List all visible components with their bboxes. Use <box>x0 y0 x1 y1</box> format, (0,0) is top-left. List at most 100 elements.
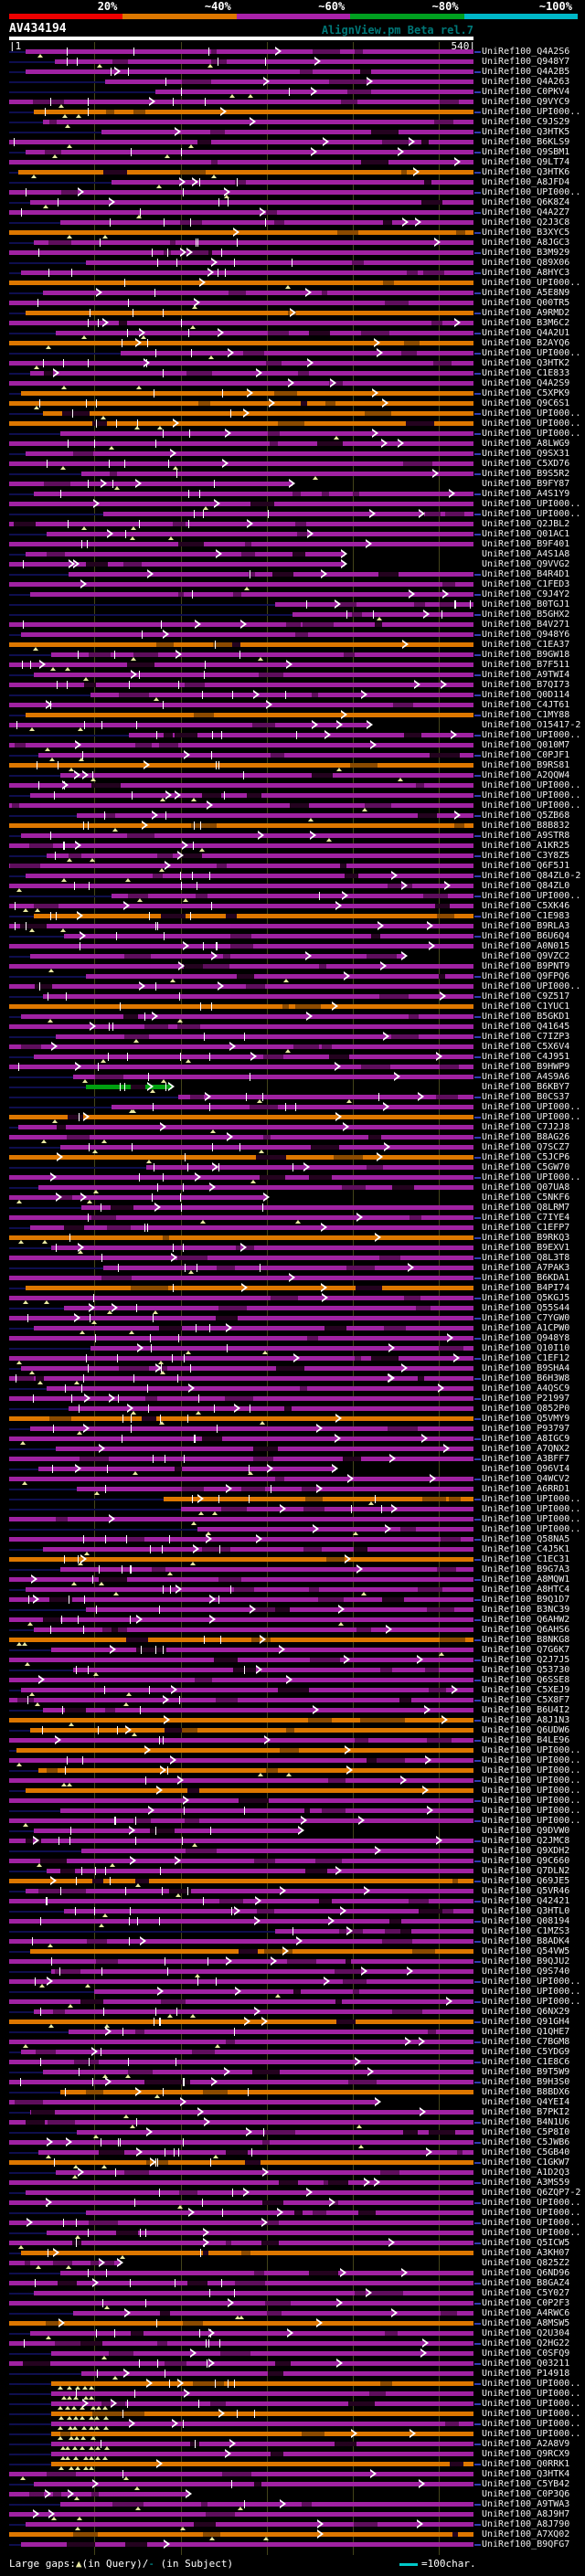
hit-id-link[interactable]: UniRef100_A8LWG9 <box>482 439 570 449</box>
hit-id-link[interactable]: UniRef100_A8J1N3 <box>482 1715 570 1725</box>
hit-id-link[interactable]: UniRef100_B4PI74 <box>482 1283 570 1293</box>
hit-id-link[interactable]: UniRef100_A8HTC4 <box>482 1585 570 1595</box>
hit-id-link[interactable]: UniRef100_Q3HTK4 <box>482 2469 570 2479</box>
hit-id-link[interactable]: UniRef100_A8MQW1 <box>482 1574 570 1585</box>
hit-id-link[interactable]: UniRef100_Q2JMC8 <box>482 1836 570 1846</box>
hit-id-link[interactable]: UniRef100_B8GAZ4 <box>482 2278 570 2288</box>
hit-id-link[interactable]: UniRef100_B9SHA4 <box>482 1363 570 1373</box>
hit-id-link[interactable]: UniRef100_Q9LT74 <box>482 157 570 167</box>
hit-id-link[interactable]: UniRef100_Q8L3T8 <box>482 1253 570 1263</box>
hit-id-link[interactable]: UniRef100_UPI000.. <box>482 348 581 358</box>
hit-id-link[interactable]: UniRef100_A2QQW4 <box>482 770 570 780</box>
hit-id-link[interactable]: UniRef100_Q07UA8 <box>482 1182 570 1193</box>
hit-id-link[interactable]: UniRef100_Q4YEI4 <box>482 2097 570 2107</box>
hit-id-link[interactable]: UniRef100_C7BGM8 <box>482 2037 570 2047</box>
hit-id-link[interactable]: UniRef100_O15417-2 <box>482 720 581 730</box>
hit-id-link[interactable]: UniRef100_Q69JE5 <box>482 1876 570 1886</box>
hit-id-link[interactable]: UniRef100_B3M929 <box>482 248 570 258</box>
hit-id-link[interactable]: UniRef100_UPI000.. <box>482 730 581 740</box>
hit-id-link[interactable]: UniRef100_C1E833 <box>482 368 570 378</box>
hit-id-link[interactable]: UniRef100_C4J5K1 <box>482 1544 570 1554</box>
hit-id-link[interactable]: UniRef100_Q4A2Z7 <box>482 207 570 217</box>
hit-id-link[interactable]: UniRef100_C0PJF1 <box>482 750 570 760</box>
hit-id-link[interactable]: UniRef100_Q6SSE8 <box>482 1675 570 1685</box>
hit-id-link[interactable]: UniRef100_Q5KGJ5 <box>482 1293 570 1303</box>
hit-id-link[interactable]: UniRef100_Q5VMY9 <box>482 1414 570 1424</box>
hit-id-link[interactable]: UniRef100_UPI000.. <box>482 1514 581 1524</box>
hit-id-link[interactable]: UniRef100_UPI000.. <box>482 1172 581 1182</box>
hit-id-link[interactable]: UniRef100_C1GKW7 <box>482 2157 570 2168</box>
hit-id-link[interactable]: UniRef100_UPI000.. <box>482 2379 581 2389</box>
hit-id-link[interactable]: UniRef100_Q55S44 <box>482 1303 570 1313</box>
hit-id-link[interactable]: UniRef100_A8JGC3 <box>482 238 570 248</box>
hit-id-link[interactable]: UniRef100_C9Z517 <box>482 991 570 1002</box>
hit-id-link[interactable]: UniRef100_UPI000.. <box>482 408 581 419</box>
hit-id-link[interactable]: UniRef100_B6H3W8 <box>482 1373 570 1383</box>
hit-id-link[interactable]: UniRef100_B9QFG7 <box>482 2539 570 2549</box>
hit-id-link[interactable]: UniRef100_A9RMD2 <box>482 308 570 318</box>
hit-id-link[interactable]: UniRef100_Q4WCV2 <box>482 1474 570 1484</box>
hit-id-link[interactable]: UniRef100_UPI000.. <box>482 1816 581 1826</box>
hit-id-link[interactable]: UniRef100_A1D2Q3 <box>482 2168 570 2178</box>
hit-id-link[interactable]: UniRef100_Q8LRM7 <box>482 1203 570 1213</box>
hit-id-link[interactable]: UniRef100_Q5ICW5 <box>482 2238 570 2248</box>
hit-id-link[interactable]: UniRef100_Q84ZL0-2 <box>482 871 581 881</box>
hit-id-link[interactable]: UniRef100_C0P2F3 <box>482 2298 570 2308</box>
hit-id-link[interactable]: UniRef100_C7IZP3 <box>482 1032 570 1042</box>
hit-id-link[interactable]: UniRef100_C9J4Y2 <box>482 589 570 599</box>
hit-id-link[interactable]: UniRef100_C1EF12 <box>482 1353 570 1363</box>
hit-id-link[interactable]: UniRef100_A2A8V9 <box>482 2439 570 2449</box>
hit-id-link[interactable]: UniRef100_B9RS81 <box>482 760 570 770</box>
hit-id-link[interactable]: UniRef100_B9RKQ3 <box>482 1233 570 1243</box>
hit-id-link[interactable]: UniRef100_B3NC39 <box>482 1605 570 1615</box>
hit-id-link[interactable]: UniRef100_A6RRD1 <box>482 1484 570 1494</box>
hit-id-link[interactable]: UniRef100_C1YUC1 <box>482 1002 570 1012</box>
hit-id-link[interactable]: UniRef100_A8JFD4 <box>482 177 570 187</box>
hit-id-link[interactable]: UniRef100_UPI000.. <box>482 1776 581 1786</box>
hit-id-link[interactable]: UniRef100_Q3HTK5 <box>482 127 570 137</box>
hit-id-link[interactable]: UniRef100_C5P8I0 <box>482 2127 570 2137</box>
hit-id-link[interactable]: UniRef100_A4S1Y9 <box>482 489 570 499</box>
hit-id-link[interactable]: UniRef100_A9TWI4 <box>482 670 570 680</box>
hit-id-link[interactable]: UniRef100_Q5ZB68 <box>482 811 570 821</box>
hit-id-link[interactable]: UniRef100_C5GB40 <box>482 2147 570 2157</box>
hit-id-link[interactable]: UniRef100_Q9DVW0 <box>482 1826 570 1836</box>
hit-id-link[interactable]: UniRef100_Q9RCX9 <box>482 2449 570 2459</box>
hit-id-link[interactable]: UniRef100_UPI000.. <box>482 499 581 509</box>
hit-id-link[interactable]: UniRef100_A3MS59 <box>482 2178 570 2188</box>
hit-id-link[interactable]: UniRef100_Q9C660 <box>482 1856 570 1866</box>
hit-id-link[interactable]: UniRef100_P93797 <box>482 1424 570 1434</box>
hit-id-link[interactable]: UniRef100_P14918 <box>482 2369 570 2379</box>
hit-id-link[interactable]: UniRef100_Q9VVG2 <box>482 559 570 569</box>
hit-id-link[interactable]: UniRef100_UPI000.. <box>482 790 581 800</box>
hit-id-link[interactable]: UniRef100_Q01AC1 <box>482 529 570 539</box>
hit-id-link[interactable]: UniRef100_C5X8F7 <box>482 1695 570 1705</box>
hit-id-link[interactable]: UniRef100_C1EC31 <box>482 1554 570 1564</box>
hit-id-link[interactable]: UniRef100_Q852P0 <box>482 1404 570 1414</box>
hit-id-link[interactable]: UniRef100_B8AG26 <box>482 1132 570 1142</box>
hit-id-link[interactable]: UniRef100_UPI000.. <box>482 2198 581 2208</box>
hit-id-link[interactable]: UniRef100_Q6F5J1 <box>482 861 570 871</box>
hit-id-link[interactable]: UniRef100_C7IYE4 <box>482 1213 570 1223</box>
hit-id-link[interactable]: UniRef100_UPI000.. <box>482 981 581 991</box>
hit-id-link[interactable]: UniRef100_Q6K8Z4 <box>482 197 570 207</box>
hit-id-link[interactable]: UniRef100_Q825Z2 <box>482 2258 570 2268</box>
hit-id-link[interactable]: UniRef100_C7J2J8 <box>482 1122 570 1132</box>
hit-id-link[interactable]: UniRef100_Q3HTK2 <box>482 358 570 368</box>
hit-id-link[interactable]: UniRef100_Q948Y8 <box>482 1333 570 1343</box>
hit-id-link[interactable]: UniRef100_Q84ZL0 <box>482 881 570 891</box>
hit-id-link[interactable]: UniRef100_UPI000.. <box>482 1977 581 1987</box>
hit-id-link[interactable]: UniRef100_Q96VI4 <box>482 1464 570 1474</box>
hit-id-link[interactable]: UniRef100_A1CPW0 <box>482 1323 570 1333</box>
hit-id-link[interactable]: UniRef100_C9JS29 <box>482 117 570 127</box>
hit-id-link[interactable]: UniRef100_UPI000.. <box>482 1524 581 1534</box>
hit-id-link[interactable]: UniRef100_B3XYC5 <box>482 228 570 238</box>
hit-id-link[interactable]: UniRef100_Q9XDH2 <box>482 1846 570 1856</box>
hit-id-link[interactable]: UniRef100_B9Q1D7 <box>482 1595 570 1605</box>
hit-id-link[interactable]: UniRef100_A8MSW5 <box>482 2318 570 2328</box>
hit-id-link[interactable]: UniRef100_Q6AHW2 <box>482 1615 570 1625</box>
hit-id-link[interactable]: UniRef100_A7XQ02 <box>482 2529 570 2539</box>
hit-id-link[interactable]: UniRef100_B9GW18 <box>482 650 570 660</box>
hit-id-link[interactable]: UniRef100_UPI000.. <box>482 429 581 439</box>
hit-id-link[interactable]: UniRef100_C1EFP7 <box>482 1223 570 1233</box>
